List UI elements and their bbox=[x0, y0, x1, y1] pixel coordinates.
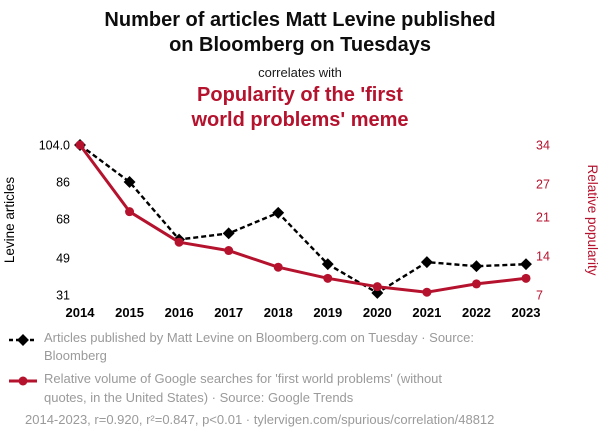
legend: Articles published by Matt Levine on Blo… bbox=[0, 329, 600, 427]
svg-text:2023: 2023 bbox=[512, 305, 541, 320]
svg-text:68: 68 bbox=[56, 212, 70, 226]
page-title: Number of articles Matt Levine published… bbox=[104, 9, 496, 56]
legend-label-articles: Articles published by Matt Levine on Blo… bbox=[44, 330, 474, 364]
correlation-line-chart: 104.0 86 68 49 31 34 27 21 14 7 2014 2015 2016 2017 20… bbox=[2, 139, 600, 321]
correlates-with-text: correlates with bbox=[258, 65, 342, 80]
svg-text:86: 86 bbox=[56, 175, 70, 189]
chart-page: Number of articles Matt Levine published… bbox=[0, 8, 600, 427]
secondary-title: Popularity of the 'first world problems'… bbox=[191, 84, 409, 131]
svg-text:34: 34 bbox=[536, 139, 550, 153]
svg-text:49: 49 bbox=[56, 252, 70, 266]
svg-text:2021: 2021 bbox=[412, 305, 441, 320]
svg-text:27: 27 bbox=[536, 177, 550, 191]
svg-text:2016: 2016 bbox=[165, 305, 194, 320]
svg-text:2018: 2018 bbox=[264, 305, 293, 320]
legend-item-articles: Articles published by Matt Levine on Blo… bbox=[8, 329, 600, 365]
svg-text:2017: 2017 bbox=[214, 305, 243, 320]
svg-text:2014: 2014 bbox=[66, 305, 96, 320]
svg-text:2020: 2020 bbox=[363, 305, 392, 320]
legend-label-searches: Relative volume of Google searches for '… bbox=[44, 371, 443, 405]
svg-text:7: 7 bbox=[536, 289, 543, 303]
stats-footer: 2014-2023, r=0.920, r²=0.847, p<0.01 · t… bbox=[25, 411, 495, 427]
svg-text:Relative popularity: Relative popularity bbox=[585, 164, 600, 275]
red-solid-line-circle-icon bbox=[9, 376, 37, 386]
svg-text:Levine articles: Levine articles bbox=[2, 177, 17, 264]
svg-text:31: 31 bbox=[56, 289, 70, 303]
svg-text:2015: 2015 bbox=[115, 305, 144, 320]
svg-text:21: 21 bbox=[536, 211, 550, 225]
svg-text:2019: 2019 bbox=[313, 305, 342, 320]
svg-text:14: 14 bbox=[536, 250, 550, 264]
svg-text:2022: 2022 bbox=[462, 305, 491, 320]
black-dashed-line-diamond-icon bbox=[9, 334, 37, 346]
svg-text:104.0: 104.0 bbox=[39, 139, 70, 153]
legend-item-searches: Relative volume of Google searches for '… bbox=[8, 370, 600, 406]
